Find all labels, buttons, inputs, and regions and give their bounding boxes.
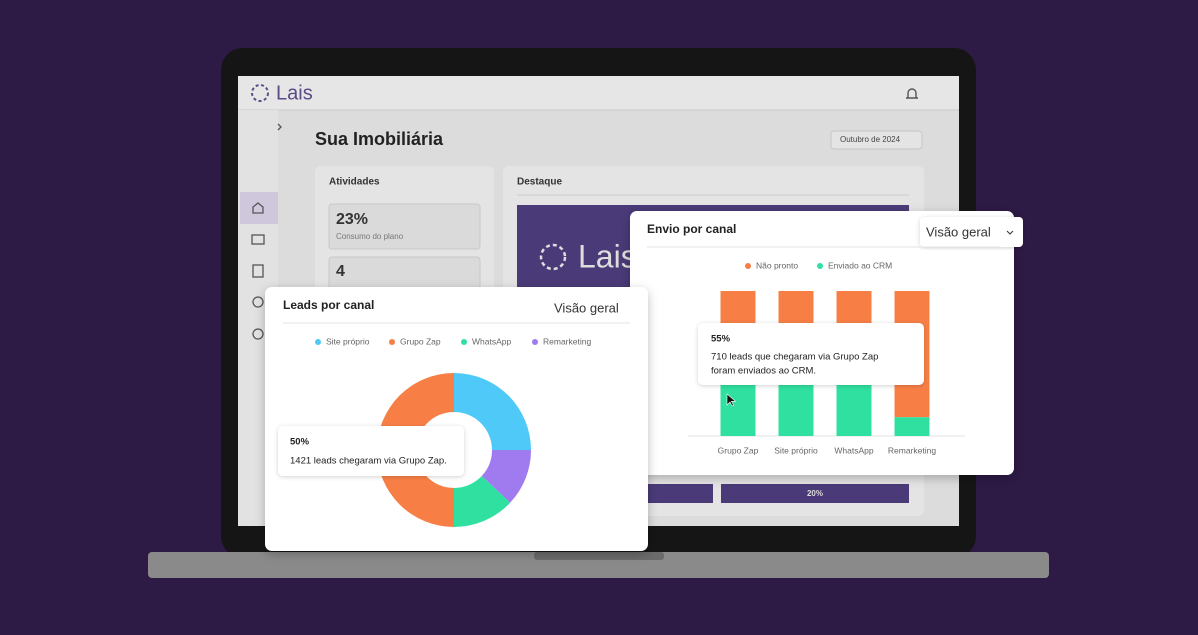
legend-label: Enviado ao CRM <box>828 260 892 270</box>
clipboard-icon[interactable] <box>252 264 264 278</box>
x-tick-label: WhatsApp <box>834 445 873 455</box>
legend-swatch <box>315 339 321 345</box>
activity-box <box>328 203 481 250</box>
activity-value: 4 <box>336 263 345 280</box>
legend-swatch <box>389 339 395 345</box>
home-icon[interactable] <box>252 202 264 214</box>
bar-segment <box>894 417 930 436</box>
envio-card: Envio por canal Visão geral Não pronto En… <box>630 211 1023 475</box>
legend-label: WhatsApp <box>472 336 511 346</box>
period: Outubro de 2024 <box>840 135 901 144</box>
progress-bar <box>648 484 713 503</box>
laptop-base <box>148 552 1049 578</box>
leads-card: Leads por canal Visão geral Site próprio… <box>265 287 648 551</box>
legend-label: Remarketing <box>543 336 591 346</box>
logo: Lais <box>276 82 313 104</box>
legend-swatch <box>817 263 823 269</box>
filter-label: Visão geral <box>926 224 991 239</box>
card-bg <box>265 287 648 551</box>
progress-bar <box>721 484 909 503</box>
card-title: Leads por canal <box>283 298 374 312</box>
sidebar-active[interactable] <box>240 192 278 224</box>
x-tick-label: Remarketing <box>888 445 936 455</box>
cursor <box>726 393 737 407</box>
activity-label: Consumo do plano <box>336 232 404 241</box>
donut-slice <box>454 476 511 527</box>
legend-swatch <box>745 263 751 269</box>
legend-label: Site próprio <box>326 336 370 346</box>
legend-label: Grupo Zap <box>400 336 441 346</box>
activity-value: 23% <box>336 211 368 228</box>
page-title: Sua Imobiliária <box>315 129 444 149</box>
period-select[interactable] <box>830 130 923 150</box>
donut-slice <box>481 450 531 503</box>
banner-logo: Lais <box>578 238 637 274</box>
bell-icon[interactable] <box>906 88 918 99</box>
legend-swatch <box>532 339 538 345</box>
activities-title: Atividades <box>329 177 380 188</box>
legend-swatch <box>461 339 467 345</box>
tooltip-text: foram enviados ao CRM. <box>711 366 816 377</box>
help-icon[interactable] <box>252 328 264 340</box>
laptop-notch <box>534 552 664 560</box>
highlight-title: Destaque <box>517 177 562 188</box>
tooltip-text: 1421 leads chegaram via Grupo Zap. <box>290 456 447 467</box>
table-icon[interactable] <box>251 234 265 245</box>
settings-icon[interactable] <box>252 296 264 308</box>
x-tick-label: Grupo Zap <box>718 445 759 455</box>
filter-label[interactable]: Visão geral <box>554 300 619 315</box>
logo-icon <box>251 84 269 102</box>
app-header <box>238 76 959 110</box>
x-tick-label: Site próprio <box>774 445 818 455</box>
tooltip <box>278 426 464 476</box>
expand-icon[interactable] <box>277 123 282 131</box>
chevron <box>1006 230 1014 235</box>
tooltip <box>698 323 924 385</box>
tooltip-value: 55% <box>711 334 731 345</box>
tooltip-value: 50% <box>290 437 310 448</box>
donut-slice <box>454 373 531 450</box>
filter-select[interactable] <box>920 217 1023 247</box>
tooltip-text: 710 leads que chegaram via Grupo Zap <box>711 352 878 363</box>
banner-logo-icon <box>539 243 567 271</box>
progress-label: 20% <box>807 489 823 498</box>
card-title: Envio por canal <box>647 222 736 236</box>
legend-label: Não pronto <box>756 260 798 270</box>
